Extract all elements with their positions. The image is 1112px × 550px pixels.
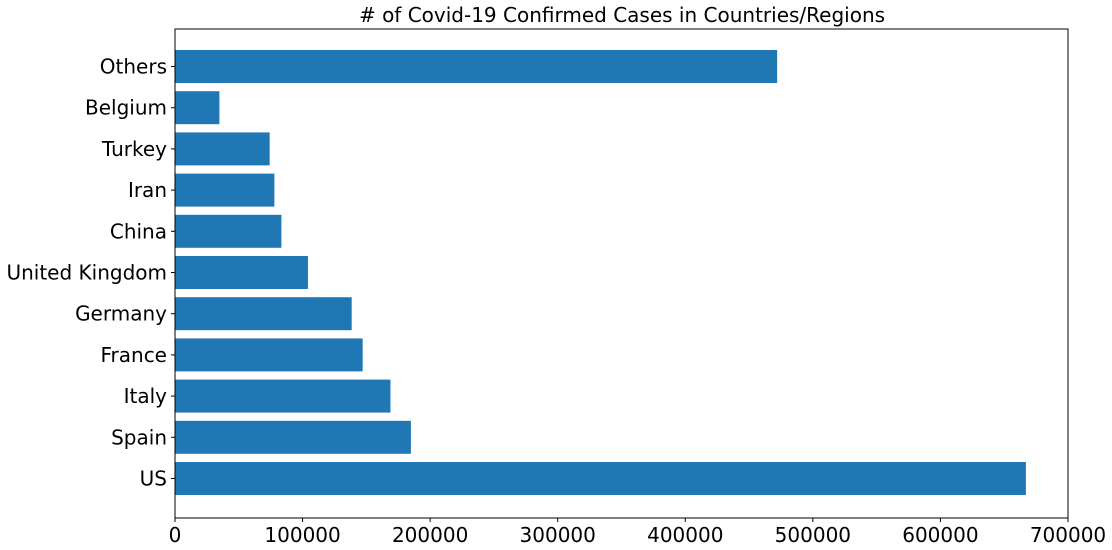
y-tick-label-germany: Germany [75,302,167,326]
bar-others [175,50,778,83]
bar-belgium [175,91,220,125]
bar-germany [175,297,352,331]
x-tick-label: 700000 [1030,523,1106,547]
x-tick-label: 0 [169,523,182,547]
bar-united-kingdom [175,256,308,289]
y-tick-label-iran: Iran [128,178,167,202]
y-tick-label-us: US [140,467,167,491]
bar-us [175,462,1026,495]
x-tick-label: 400000 [647,523,723,547]
x-tick-label: 500000 [775,523,851,547]
y-axis: US Spain Italy France Germany United Kingdom C… [6,55,175,491]
y-tick-label-others: Others [100,55,167,79]
y-tick-label-china: China [110,219,167,243]
bars-group [175,50,1026,495]
x-tick-label: 300000 [520,523,596,547]
y-tick-label-italy: Italy [124,384,168,408]
x-tick-label: 200000 [392,523,468,547]
plot-frame [174,28,1069,519]
y-tick-label-united-kingdom: United Kingdom [6,261,167,285]
bar-iran [175,173,275,207]
y-tick-label-turkey: Turkey [101,137,167,161]
x-tick-label: 100000 [264,523,340,547]
y-tick-label-france: France [100,343,167,367]
chart-title: # of Covid-19 Confirmed Cases in Countri… [359,3,885,27]
bar-spain [175,420,411,454]
y-tick-label-belgium: Belgium [85,96,167,120]
x-tick-label: 600000 [902,523,978,547]
y-tick-label-spain: Spain [111,425,167,449]
bar-italy [175,379,391,413]
bar-france [175,338,363,372]
x-axis: 0 100000 200000 300000 400000 500000 600000 700… [169,518,1106,547]
bar-turkey [175,132,270,166]
bar-china [175,214,282,248]
